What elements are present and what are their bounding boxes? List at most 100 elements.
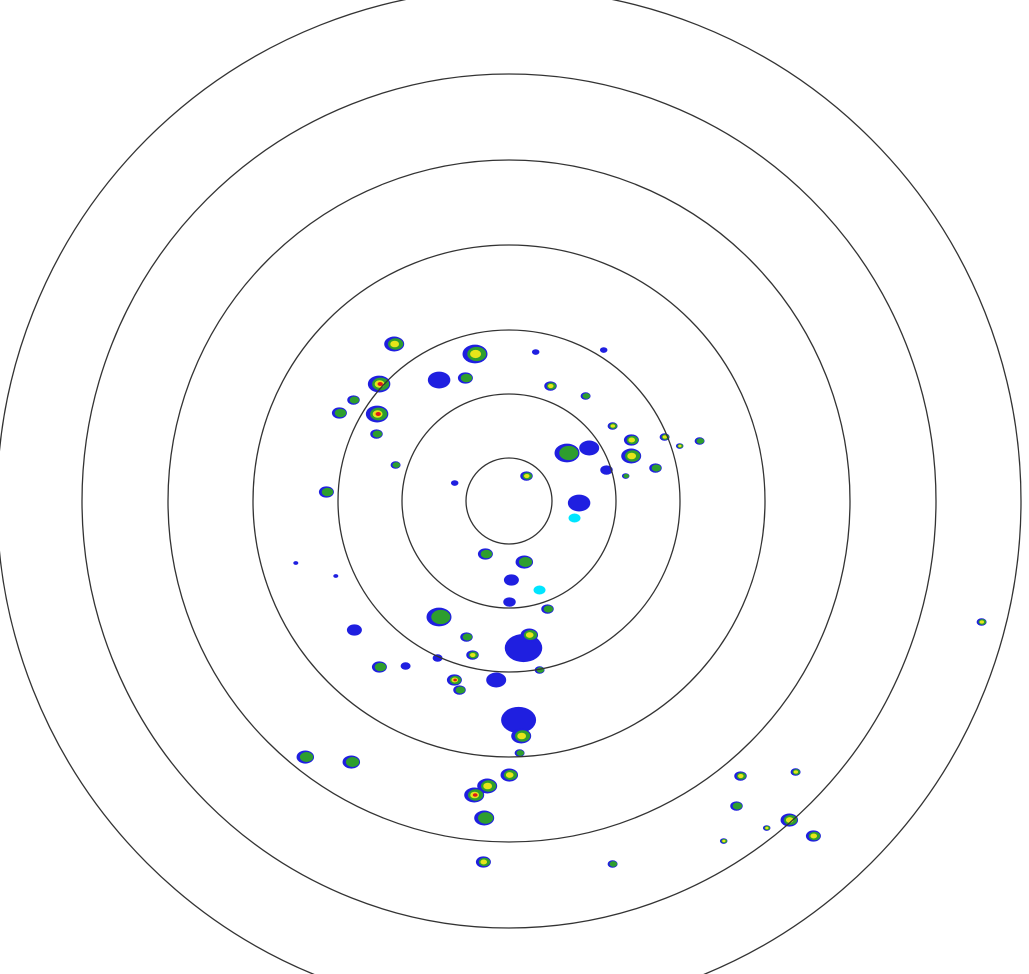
echo-layer bbox=[623, 473, 630, 479]
echo-layer bbox=[531, 349, 540, 355]
echo-cell-moderate bbox=[514, 749, 525, 757]
echo-cell-heavy bbox=[511, 728, 532, 744]
echo-layer bbox=[979, 620, 985, 624]
echo-layer bbox=[516, 750, 525, 756]
echo-cell-heavy bbox=[607, 422, 618, 430]
echo-layer bbox=[609, 861, 618, 867]
echo-layer bbox=[486, 672, 507, 688]
echo-cell-heavy bbox=[762, 825, 771, 831]
echo-layer bbox=[470, 652, 476, 658]
echo-cell-heavy bbox=[734, 771, 747, 781]
range-ring bbox=[252, 244, 766, 758]
echo-cell-intense bbox=[446, 674, 462, 686]
echo-cell-heavy bbox=[384, 336, 405, 352]
echo-cell-light bbox=[293, 561, 299, 565]
echo-cell-intense bbox=[464, 787, 485, 803]
echo-layer bbox=[548, 383, 554, 389]
echo-cell-light bbox=[333, 574, 339, 578]
echo-layer bbox=[450, 480, 459, 486]
echo-cell-heavy bbox=[477, 778, 498, 794]
echo-layer bbox=[346, 624, 362, 636]
echo-cell-heavy bbox=[675, 443, 684, 449]
echo-cell-light bbox=[531, 349, 540, 355]
echo-layer bbox=[738, 773, 744, 779]
echo-cell-heavy bbox=[462, 344, 488, 364]
echo-layer bbox=[299, 752, 314, 762]
precipitation-echoes bbox=[293, 336, 987, 868]
echo-layer bbox=[568, 513, 581, 523]
echo-cell-heavy bbox=[976, 618, 987, 626]
echo-layer bbox=[483, 782, 493, 790]
echo-layer bbox=[470, 349, 482, 359]
echo-cell-intense bbox=[365, 405, 389, 423]
echo-layer bbox=[505, 772, 514, 778]
echo-layer bbox=[372, 430, 383, 438]
echo-cell-heavy bbox=[475, 856, 491, 868]
echo-cell-moderate bbox=[477, 548, 493, 560]
echo-cell-moderate bbox=[453, 685, 466, 695]
echo-layer bbox=[627, 452, 637, 460]
echo-cell-heavy bbox=[621, 448, 642, 464]
echo-layer bbox=[460, 373, 473, 383]
echo-cell-heavy bbox=[466, 650, 479, 660]
echo-layer bbox=[732, 802, 743, 810]
echo-cell-moderate bbox=[370, 429, 383, 439]
echo-cell-light bbox=[432, 654, 443, 662]
range-ring bbox=[81, 73, 937, 929]
echo-layer bbox=[333, 574, 339, 578]
echo-cell-moderate bbox=[342, 755, 361, 769]
echo-cell-light bbox=[450, 480, 459, 486]
echo-cell-moderate bbox=[347, 395, 360, 405]
echo-layer bbox=[662, 435, 668, 439]
echo-cell-light bbox=[486, 672, 507, 688]
echo-layer bbox=[431, 609, 451, 625]
echo-layer bbox=[600, 465, 613, 475]
echo-cell-heavy bbox=[544, 381, 557, 391]
echo-cell-light bbox=[346, 624, 362, 636]
echo-cell-light bbox=[600, 465, 613, 475]
echo-layer bbox=[432, 654, 443, 662]
echo-cell-heavy bbox=[520, 471, 533, 481]
echo-layer bbox=[377, 381, 383, 387]
echo-layer bbox=[453, 678, 457, 682]
echo-layer bbox=[375, 411, 381, 417]
echo-layer bbox=[374, 662, 387, 672]
echo-layer bbox=[696, 438, 705, 444]
echo-layer bbox=[480, 859, 488, 865]
echo-layer bbox=[533, 585, 546, 595]
echo-cell-moderate bbox=[541, 604, 554, 614]
echo-cell-moderate bbox=[296, 750, 315, 764]
echo-layer bbox=[543, 605, 554, 613]
range-ring bbox=[465, 457, 553, 545]
echo-layer bbox=[427, 371, 451, 389]
echo-layer bbox=[293, 561, 299, 565]
echo-cell-moderate bbox=[554, 443, 580, 463]
echo-layer bbox=[525, 632, 534, 638]
echo-cell-light bbox=[567, 494, 591, 512]
echo-layer bbox=[334, 408, 347, 418]
range-ring bbox=[337, 329, 681, 673]
echo-cell-light bbox=[427, 371, 451, 389]
echo-cell-moderate bbox=[730, 801, 743, 811]
echo-layer bbox=[321, 487, 334, 497]
echo-layer bbox=[599, 347, 608, 353]
echo-cell-moderate bbox=[649, 463, 662, 473]
echo-cell-light bbox=[501, 706, 537, 734]
echo-cell-heavy bbox=[719, 838, 728, 844]
echo-layer bbox=[400, 662, 411, 670]
echo-cell-heavy bbox=[520, 628, 539, 642]
echo-cell-light bbox=[579, 440, 600, 456]
echo-layer bbox=[480, 549, 493, 559]
echo-cell-moderate bbox=[318, 486, 334, 498]
echo-layer bbox=[628, 437, 636, 443]
range-ring bbox=[401, 393, 617, 609]
echo-layer bbox=[678, 444, 682, 448]
echo-cell-moderate bbox=[580, 392, 591, 400]
echo-cell-intense bbox=[367, 375, 391, 393]
echo-cell-light bbox=[599, 347, 608, 353]
echo-layer bbox=[579, 440, 600, 456]
echo-layer bbox=[455, 686, 466, 694]
